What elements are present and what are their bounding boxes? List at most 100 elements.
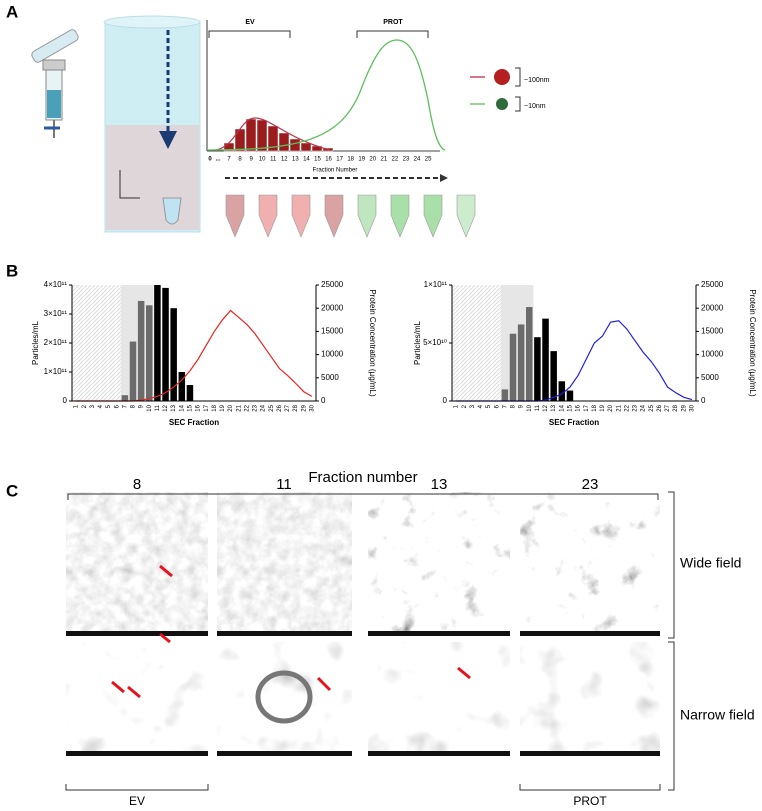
x-tick-label: 12 bbox=[543, 404, 549, 411]
y-axis-title: Particles/mL bbox=[413, 320, 422, 365]
y-tick-label: 1×10¹¹ bbox=[424, 280, 448, 289]
x-tick-label: 17 bbox=[204, 404, 210, 411]
y2-tick-label: 15000 bbox=[701, 327, 724, 336]
column-label: 23 bbox=[582, 476, 599, 493]
x-tick-label: 30 bbox=[690, 404, 696, 411]
x-tick-label: 2 bbox=[82, 404, 88, 408]
x-label: 22 bbox=[392, 157, 399, 163]
bar bbox=[146, 305, 153, 401]
x-axis-title: SEC Fraction bbox=[549, 418, 599, 427]
x-tick-label: 28 bbox=[673, 404, 679, 411]
x-label: 11 bbox=[270, 157, 277, 163]
x-tick-label: 22 bbox=[244, 404, 250, 411]
x-tick-label: 1 bbox=[74, 404, 80, 408]
x-tick-label: 13 bbox=[171, 404, 177, 411]
y-tick-label: 0 bbox=[443, 396, 448, 405]
em-images bbox=[65, 491, 675, 791]
x-label: 20 bbox=[369, 157, 376, 163]
y2-tick-label: 25000 bbox=[321, 280, 344, 289]
bar bbox=[186, 385, 194, 401]
x-label: 14 bbox=[303, 157, 310, 163]
column-label: 8 bbox=[133, 476, 141, 493]
x-tick-label: 6 bbox=[494, 404, 500, 408]
x-tick-label: 27 bbox=[665, 404, 671, 411]
y-tick-label: 4×10¹¹ bbox=[44, 280, 68, 289]
bar bbox=[542, 318, 549, 401]
x-tick-label: 18 bbox=[592, 404, 598, 411]
y-tick-label: 5×10¹⁰ bbox=[423, 338, 447, 347]
bar bbox=[137, 300, 145, 401]
x-tick-label: 4 bbox=[98, 404, 104, 408]
bar bbox=[558, 381, 566, 401]
x-tick-label: 29 bbox=[681, 404, 687, 411]
y2-tick-label: 15000 bbox=[321, 327, 344, 336]
y-tick-label: 1×10¹¹ bbox=[44, 367, 68, 376]
x-label: 19 bbox=[358, 157, 365, 163]
x-tick-label: 9 bbox=[519, 404, 525, 408]
y2-tick-label: 0 bbox=[321, 396, 326, 405]
x-label: ... bbox=[215, 157, 220, 163]
bracket-label: PROT bbox=[383, 19, 403, 26]
x-label: 23 bbox=[403, 157, 410, 163]
x-tick-label: 27 bbox=[285, 404, 291, 411]
column-label: 11 bbox=[276, 476, 292, 493]
x-label: 7 bbox=[227, 157, 231, 163]
x-tick-label: 16 bbox=[196, 404, 202, 411]
x-tick-label: 8 bbox=[511, 404, 517, 408]
row-label: Wide field bbox=[680, 555, 741, 571]
x-tick-label: 12 bbox=[163, 404, 169, 411]
x-tick-label: 7 bbox=[502, 404, 508, 408]
y2-tick-label: 10000 bbox=[321, 350, 344, 359]
y2-tick-label: 20000 bbox=[701, 303, 724, 312]
x-tick-label: 19 bbox=[220, 404, 226, 411]
bar bbox=[566, 390, 574, 401]
x-tick-label: 5 bbox=[486, 404, 492, 408]
y-tick-label: 2×10¹¹ bbox=[44, 338, 68, 347]
x-label: 12 bbox=[281, 157, 288, 163]
x-axis-title: SEC Fraction bbox=[169, 418, 219, 427]
x-label: 17 bbox=[336, 157, 343, 163]
x-tick-label: 6 bbox=[114, 404, 120, 408]
bar bbox=[162, 287, 169, 401]
x-tick-label: 23 bbox=[253, 404, 259, 411]
bar bbox=[526, 307, 533, 401]
bar bbox=[550, 351, 557, 401]
hatched-region bbox=[452, 285, 501, 401]
row-label: Narrow field bbox=[680, 707, 755, 723]
legend-label: ~10nm bbox=[524, 103, 546, 110]
x-tick-label: 10 bbox=[147, 404, 153, 411]
y2-tick-label: 5000 bbox=[701, 373, 719, 382]
x-label: 15 bbox=[314, 157, 321, 163]
x-tick-label: 28 bbox=[293, 404, 299, 411]
x-tick-label: 20 bbox=[608, 404, 614, 411]
x-axis-title: Fraction Number bbox=[313, 168, 358, 174]
y2-tick-label: 25000 bbox=[701, 280, 724, 289]
x-tick-label: 5 bbox=[106, 404, 112, 408]
y2-tick-label: 20000 bbox=[321, 303, 344, 312]
x-tick-label: 4 bbox=[478, 404, 484, 408]
x-label: 8 bbox=[238, 157, 242, 163]
x-tick-label: 7 bbox=[122, 404, 128, 408]
column-label: 13 bbox=[431, 476, 448, 493]
x-tick-label: 22 bbox=[624, 404, 630, 411]
x-tick-label: 29 bbox=[301, 404, 307, 411]
bar bbox=[129, 341, 137, 401]
x-tick-label: 3 bbox=[90, 404, 96, 408]
y-axis-title: Particles/mL bbox=[31, 320, 40, 365]
bracket-label: EV bbox=[245, 19, 255, 26]
x-label: 18 bbox=[347, 157, 354, 163]
bar bbox=[178, 372, 186, 401]
group-label: EV bbox=[129, 794, 145, 808]
legend-label: ~100nm bbox=[524, 77, 550, 84]
bar bbox=[154, 285, 161, 401]
x-tick-label: 2 bbox=[462, 404, 468, 408]
x-label: 25 bbox=[425, 157, 432, 163]
bar bbox=[517, 324, 525, 401]
x-tick-label: 9 bbox=[139, 404, 145, 408]
sec-illustration bbox=[31, 15, 201, 233]
y2-axis-title: Protein Concentration (µg/mL) bbox=[368, 289, 377, 397]
bar bbox=[121, 395, 129, 401]
group-label: PROT bbox=[573, 794, 607, 808]
y2-tick-label: 10000 bbox=[701, 350, 724, 359]
bar bbox=[170, 308, 177, 401]
